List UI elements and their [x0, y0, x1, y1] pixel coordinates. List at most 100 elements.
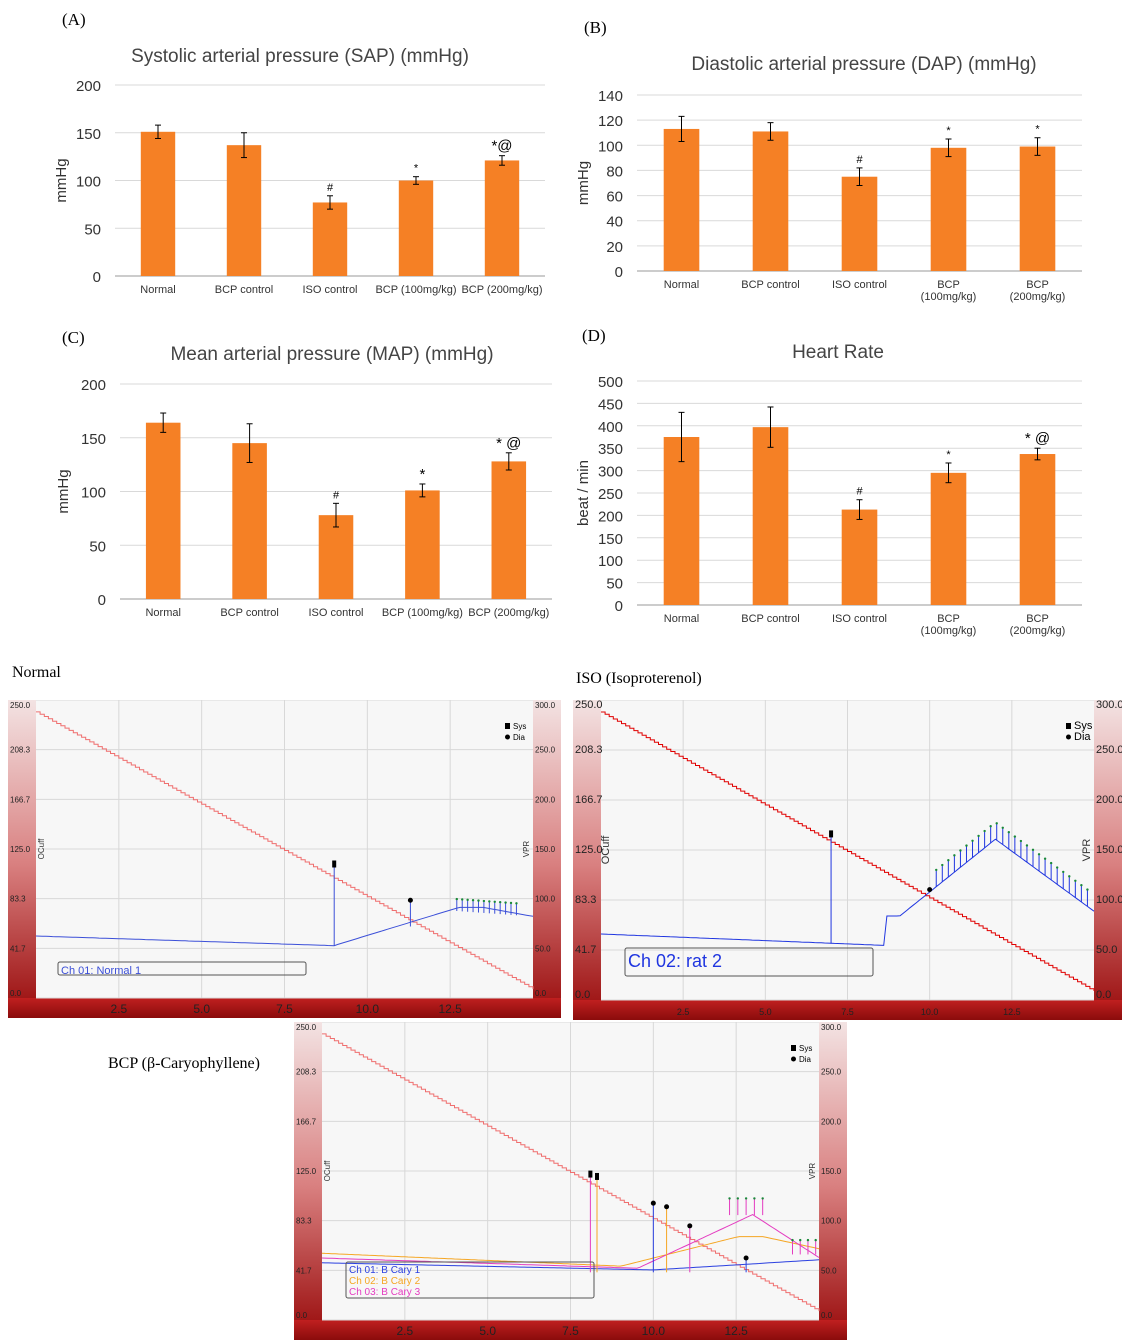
right-tick-label: 0.0 — [535, 989, 547, 998]
channel-label-box — [57, 961, 307, 976]
bar — [752, 427, 789, 605]
x-tick-label: 12.5 — [724, 1324, 748, 1338]
sys-point — [595, 1172, 600, 1180]
panel-label: (D) — [582, 326, 606, 345]
bar — [405, 490, 440, 599]
left-tick-label: 166.7 — [10, 795, 31, 804]
significance-mark: # — [333, 489, 340, 501]
blood-pressure-trace — [321, 1259, 820, 1271]
pulse-peak — [509, 901, 513, 905]
right-tick-label: 50.0 — [821, 1266, 837, 1275]
pulse-peak — [995, 822, 998, 825]
right-tick-label: 150.0 — [535, 845, 556, 854]
x-tick-label: (200mg/kg) — [1010, 625, 1066, 637]
bar — [484, 160, 520, 276]
left-tick-label: 41.7 — [575, 944, 596, 956]
pulse-peak — [1043, 857, 1047, 860]
x-tick-label: BCP — [1026, 279, 1049, 291]
bar — [841, 509, 878, 605]
left-tick-label: 41.7 — [296, 1266, 312, 1275]
x-tick-label: BCP (200mg/kg) — [468, 607, 549, 619]
bar — [491, 461, 527, 599]
pulse-peak — [744, 1197, 748, 1200]
x-tick-label: (100mg/kg) — [921, 625, 977, 637]
x-tick-label: ISO control — [832, 279, 887, 291]
left-tick-label: 208.3 — [575, 744, 603, 756]
left-tick-label: 166.7 — [296, 1117, 317, 1126]
legend-dia: Dia — [513, 733, 526, 742]
bar — [1019, 146, 1056, 271]
y-tick-label: 0 — [98, 592, 106, 609]
left-tick-label: 0.0 — [10, 989, 22, 998]
pulse-peak — [1013, 835, 1017, 838]
y-tick-label: 0 — [615, 264, 623, 281]
left-tick-label: 125.0 — [575, 844, 603, 856]
pulse-peak — [455, 897, 458, 901]
bcp-recording-chart: 250.0 208.3 166.7 125.0 83.3 41.7 0.0 300.0 250.… — [294, 1022, 847, 1340]
pulse-peak — [953, 854, 956, 857]
x-tick-label: 12.5 — [1003, 1007, 1021, 1017]
y-axis-label: mmHg — [55, 469, 72, 513]
pulse-peak — [1068, 875, 1071, 878]
bar — [1019, 454, 1056, 605]
pulse-peak — [493, 900, 496, 903]
y-tick-label: 100 — [598, 138, 623, 155]
y-tick-label: 100 — [76, 174, 101, 191]
left-tick-label: 41.7 — [10, 944, 26, 953]
pulse-peak — [1080, 883, 1083, 887]
y-tick-label: 200 — [81, 377, 106, 394]
left-tick-label: 250.0 — [296, 1023, 317, 1032]
left-axis-label: OCuff — [600, 835, 612, 864]
significance-mark: * — [1035, 124, 1040, 136]
pulse-peak — [488, 900, 491, 903]
legend-sys: Sys — [1074, 720, 1093, 732]
x-tick-label: 2.5 — [396, 1324, 413, 1338]
y-tick-label: 0 — [615, 598, 623, 615]
right-tick-label: 200.0 — [821, 1117, 842, 1126]
bar — [318, 515, 354, 599]
sys-point — [588, 1170, 593, 1178]
y-tick-label: 140 — [598, 88, 623, 105]
significance-mark: # — [856, 486, 863, 498]
pulse-peak — [515, 902, 518, 905]
x-tick-label: 12.5 — [438, 1002, 462, 1016]
right-tick-label: 300.0 — [821, 1023, 842, 1032]
dia-marker-icon — [1066, 734, 1071, 740]
significance-mark: * — [419, 466, 425, 483]
bar — [663, 437, 700, 605]
x-tick-label: ISO control — [832, 613, 887, 625]
sys-marker-icon — [505, 723, 510, 729]
y-tick-label: 400 — [598, 419, 623, 436]
legend-dia: Dia — [799, 1055, 812, 1064]
right-tick-label: 100.0 — [821, 1217, 842, 1226]
x-tick-label: 10.0 — [921, 1007, 939, 1017]
x-tick-label: Normal — [664, 613, 699, 625]
significance-mark: # — [856, 154, 863, 166]
panel-d: (D) Heart Rate 0 50 100 150 200 250 300 350 400 45… — [562, 318, 1123, 648]
x-tick-label: BCP (200mg/kg) — [461, 284, 542, 296]
channel-label: Ch 01: Normal 1 — [61, 965, 141, 977]
bar — [398, 180, 434, 276]
significance-mark: * — [414, 163, 419, 175]
channel-label: Ch 02: B Cary 2 — [349, 1276, 421, 1287]
left-axis-label: OCuff — [323, 1160, 332, 1182]
right-tick-label: 0.0 — [1096, 989, 1111, 1001]
x-tick-label: 10.0 — [356, 1002, 380, 1016]
y-tick-label: 150 — [598, 531, 623, 548]
bar — [930, 147, 967, 271]
left-tick-label: 125.0 — [10, 845, 31, 854]
x-tick-label: ISO control — [308, 607, 363, 619]
bar — [930, 472, 967, 605]
x-tick-label: BCP (100mg/kg) — [382, 607, 463, 619]
left-axis-label: OCuff — [37, 838, 46, 860]
right-tick-label: 250.0 — [1096, 744, 1122, 756]
y-tick-label: 40 — [606, 214, 623, 231]
left-tick-label: 83.3 — [575, 894, 596, 906]
significance-mark: * — [946, 125, 951, 137]
right-tick-label: 150.0 — [821, 1167, 842, 1176]
x-tick-label: Normal — [140, 284, 175, 296]
y-tick-label: 500 — [598, 374, 623, 391]
panel-a: (A) Systolic arterial pressure (SAP) (mm… — [0, 0, 562, 310]
right-axis-strip — [1094, 700, 1122, 1000]
sys-marker-icon — [791, 1045, 796, 1051]
